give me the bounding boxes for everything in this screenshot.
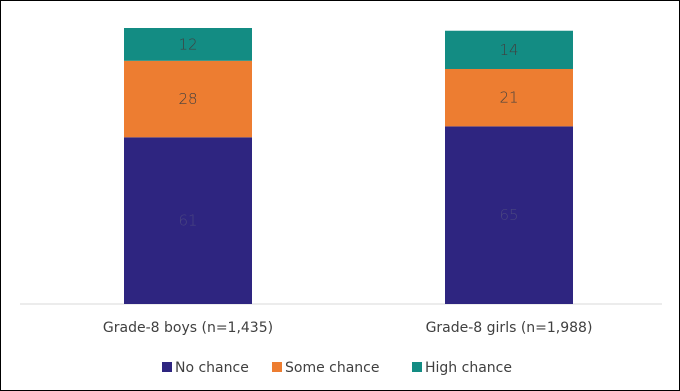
- category-label: Grade-8 boys (n=1,435): [103, 320, 273, 336]
- data-label: 28: [178, 90, 197, 108]
- bar-segment-high-chance: [445, 30, 573, 69]
- legend-label: High chance: [425, 360, 512, 376]
- bar-segment-some-chance: [124, 60, 252, 138]
- data-label: 12: [178, 35, 197, 53]
- data-label: 65: [499, 206, 518, 224]
- bar-segment-some-chance: [445, 68, 573, 127]
- legend-swatch-some-chance: [272, 362, 282, 372]
- legend-label: No chance: [175, 360, 249, 376]
- legend-swatch-high-chance: [412, 362, 422, 372]
- bar-segment-high-chance: [124, 28, 252, 61]
- data-label: 21: [499, 89, 518, 107]
- data-label: 14: [499, 41, 518, 59]
- bar-segment-no-chance: [124, 137, 252, 304]
- legend-label: Some chance: [285, 360, 380, 376]
- data-label: 61: [178, 212, 197, 230]
- bar-segment-no-chance: [445, 126, 573, 304]
- category-label: Grade-8 girls (n=1,988): [426, 320, 593, 336]
- legend-swatch-no-chance: [162, 362, 172, 372]
